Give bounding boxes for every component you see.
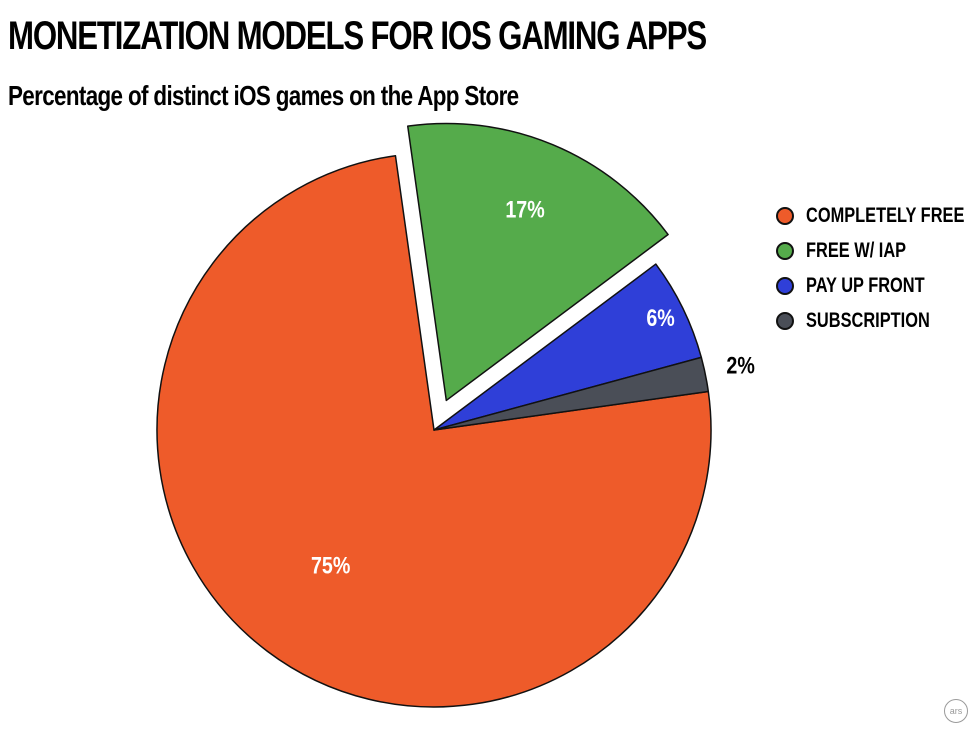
pie-slice-completely-free (156, 154, 712, 708)
ars-logo: ars (944, 699, 968, 723)
legend-label: COMPLETELY FREE (806, 203, 965, 227)
chart-title: MONETIZATION MODELS FOR IOS GAMING APPS (8, 14, 707, 58)
legend-item-free-w-iap: FREE W/ IAP (776, 233, 980, 268)
legend-label: PAY UP FRONT (806, 273, 925, 297)
pie-slice-free-w-iap (406, 122, 669, 402)
legend-label: FREE W/ IAP (806, 238, 907, 262)
legend-swatch (776, 206, 794, 225)
legend-item-pay-up-front: PAY UP FRONT (776, 268, 980, 303)
chart-subtitle: Percentage of distinct iOS games on the … (8, 80, 519, 111)
legend-swatch (776, 276, 794, 295)
slice-label: 2% (726, 352, 754, 379)
slice-label: 17% (505, 196, 544, 223)
slice-label: 75% (311, 552, 350, 579)
legend-item-subscription: SUBSCRIPTION (776, 303, 980, 338)
legend-swatch (776, 311, 794, 330)
slice-label: 6% (646, 304, 674, 331)
pie-slice-subscription (433, 356, 710, 431)
legend-swatch (776, 241, 794, 260)
legend-label: SUBSCRIPTION (806, 308, 930, 332)
legend: COMPLETELY FREE FREE W/ IAP PAY UP FRONT… (776, 198, 980, 338)
legend-item-completely-free: COMPLETELY FREE (776, 198, 980, 233)
